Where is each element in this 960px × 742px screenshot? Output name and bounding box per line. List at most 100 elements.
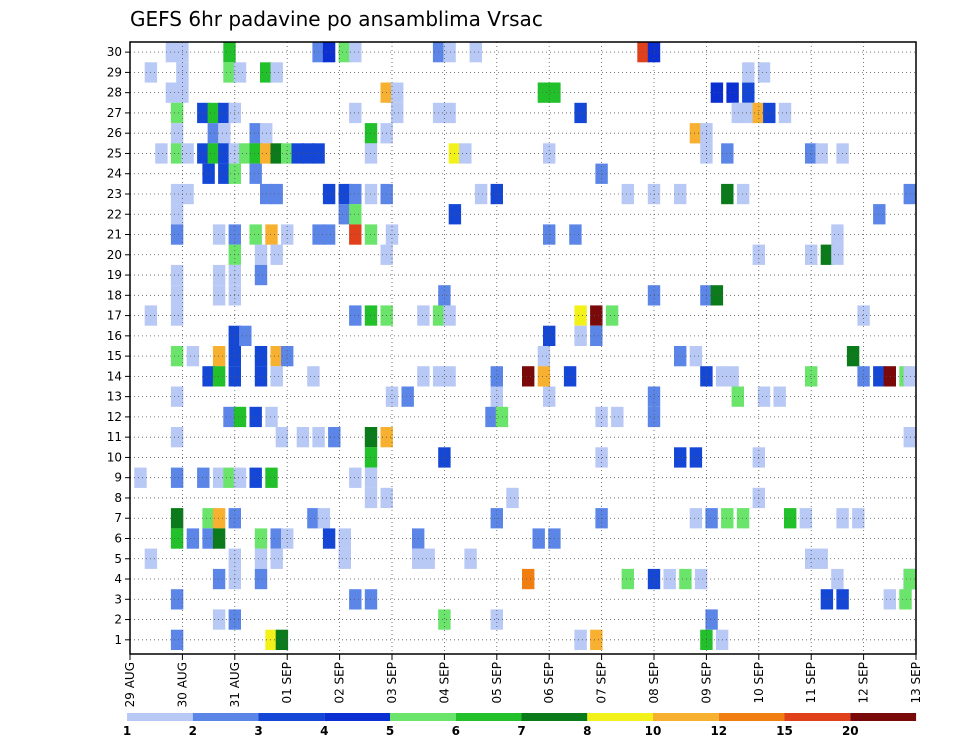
heatmap-cell [537, 366, 551, 387]
heatmap-cell [254, 346, 268, 367]
heatmap-cell [165, 42, 179, 63]
heatmap-cell [254, 244, 268, 265]
heatmap-cell [763, 102, 776, 124]
heatmap-cell [490, 609, 503, 630]
heatmap-cell [590, 629, 603, 650]
heatmap-cell [831, 568, 844, 590]
heatmap-cell [574, 629, 587, 650]
heatmap-cell [170, 264, 184, 286]
legend-swatch [258, 713, 325, 721]
heatmap-cell [254, 366, 268, 387]
heatmap-cell [385, 386, 399, 407]
x-tick-label: 02 SEP [333, 662, 347, 704]
heatmap-cell [349, 589, 362, 610]
heatmap-cell [270, 244, 283, 265]
heatmap-cell [574, 305, 587, 326]
heatmap-cell [742, 82, 755, 103]
heatmap-cell [611, 406, 624, 428]
heatmap-cell [349, 224, 362, 245]
x-tick-label: 10 SEP [752, 662, 766, 704]
heatmap-cell [270, 346, 283, 367]
heatmap-cell [301, 143, 315, 164]
heatmap-cell [212, 467, 226, 488]
heatmap-cell [307, 508, 320, 529]
heatmap-cell [490, 386, 503, 407]
heatmap-cell [590, 305, 603, 326]
heatmap-cell [391, 82, 404, 103]
legend-label: 20 [842, 724, 859, 738]
heatmap-cell [899, 589, 912, 610]
y-tick-label: 29 [107, 65, 122, 79]
heatmap-cell [432, 305, 446, 326]
heatmap-cell [202, 508, 215, 529]
heatmap-cell [170, 589, 184, 610]
heatmap-cell [710, 82, 724, 103]
heatmap-cell [212, 264, 226, 286]
heatmap-cell [212, 366, 226, 387]
heatmap-cell [349, 42, 362, 63]
y-tick-label: 18 [107, 288, 122, 302]
heatmap-cell [254, 264, 268, 286]
heatmap-cell [338, 183, 351, 205]
heatmap-cell [522, 568, 535, 590]
y-tick-label: 30 [107, 45, 122, 59]
legend-label: 5 [386, 724, 394, 738]
heatmap-cell [265, 224, 278, 245]
heatmap-cell [731, 102, 744, 124]
heatmap-cell [170, 102, 184, 124]
heatmap-cell [218, 123, 231, 144]
heatmap-cell [218, 143, 231, 164]
heatmap-cell [270, 143, 283, 164]
heatmap-cell [239, 325, 252, 346]
grid-lines [130, 42, 917, 654]
heatmap-cell [338, 42, 351, 63]
heatmap-cell [674, 447, 687, 468]
heatmap-cell [170, 143, 184, 164]
heatmap-cell [249, 143, 262, 164]
heatmap-cell [270, 528, 283, 549]
y-tick-label: 3 [114, 592, 122, 606]
y-tick-label: 11 [107, 430, 122, 444]
heatmap-cell [726, 82, 739, 103]
y-tick-label: 1 [114, 633, 122, 647]
heatmap-cell [317, 508, 331, 529]
heatmap-cell [275, 427, 289, 448]
y-tick-label: 15 [107, 349, 122, 363]
heatmap-cell [165, 82, 179, 103]
heatmap-cell [170, 204, 184, 225]
heatmap-cell [805, 366, 818, 387]
heatmap-cell [212, 285, 226, 306]
heatmap-cell [873, 366, 886, 387]
heatmap-cell [736, 508, 750, 529]
heatmap-cell [170, 183, 184, 205]
heatmap-cell [694, 568, 708, 590]
heatmap-cell [689, 508, 703, 529]
heatmap-cell [349, 204, 362, 225]
heatmap-cell [223, 467, 236, 488]
x-tick-label: 07 SEP [595, 662, 609, 704]
heatmap-cell [637, 42, 650, 63]
y-tick-label: 28 [107, 86, 122, 100]
heatmap-cell [322, 224, 336, 245]
heatmap-cell [207, 143, 220, 164]
heatmap-cell [543, 143, 556, 164]
y-tick-label: 23 [107, 187, 122, 201]
heatmap-cell [595, 406, 608, 428]
heatmap-cell [432, 102, 446, 124]
heatmap-cell [903, 366, 916, 387]
heatmap-cell [170, 305, 184, 326]
heatmap-cell [218, 102, 231, 124]
heatmap-cell [815, 548, 828, 569]
heatmap-cell [249, 123, 262, 144]
heatmap-cell [265, 406, 278, 428]
heatmap-cell [689, 123, 703, 144]
heatmap-cell [537, 346, 551, 367]
y-tick-label: 7 [114, 511, 122, 525]
x-tick-label: 29 AUG [123, 662, 137, 707]
heatmap-cell [249, 163, 262, 184]
y-tick-label: 4 [114, 572, 122, 586]
heatmap-cell [543, 325, 556, 346]
legend-swatch [127, 713, 193, 721]
heatmap-cell [721, 508, 734, 529]
